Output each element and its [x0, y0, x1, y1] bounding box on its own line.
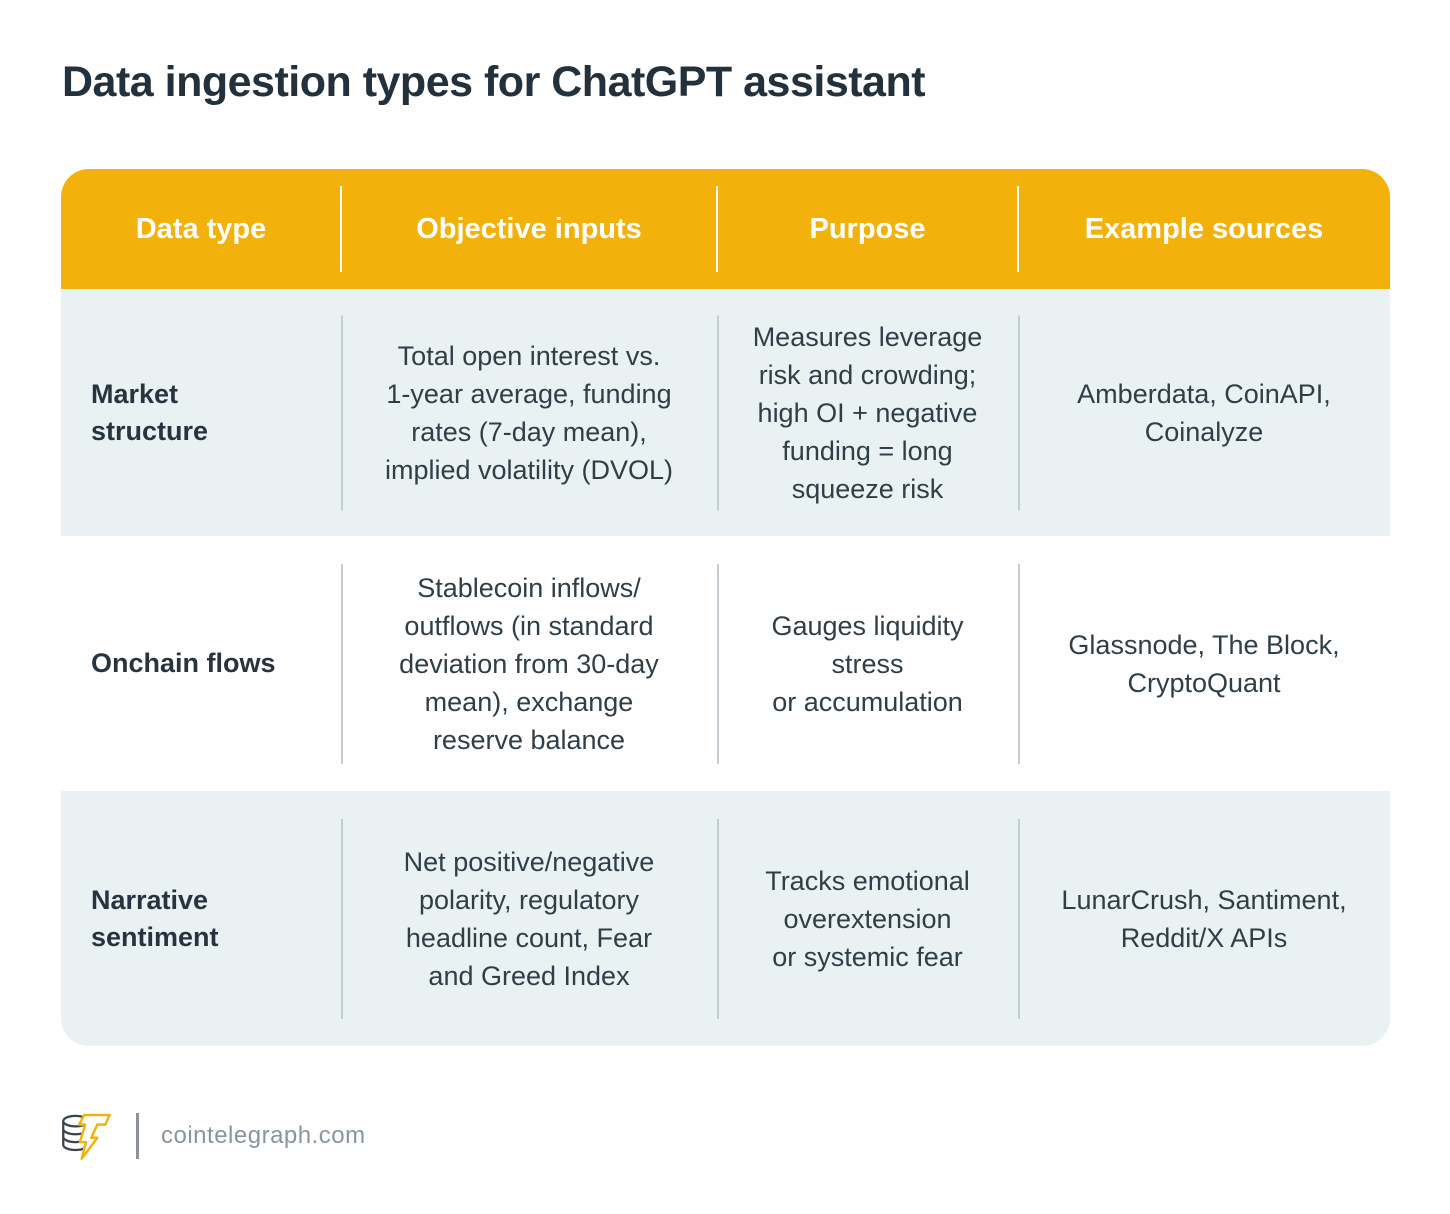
example-sources-cell: Amberdata, CoinAPI, Coinalyze — [1018, 351, 1390, 475]
page-title: Data ingestion types for ChatGPT assista… — [62, 58, 926, 106]
row-label: Onchain flows — [91, 648, 276, 678]
example-sources-cell: LunarCrush, Santiment, Reddit/X APIs — [1018, 857, 1390, 981]
footer: cointelegraph.com — [58, 1108, 1450, 1164]
objective-inputs-cell: Net positive/negative polarity, regulato… — [341, 819, 717, 1019]
column-header-example-sources: Example sources — [1084, 212, 1324, 245]
footer-divider — [136, 1113, 139, 1159]
cointelegraph-logo-icon — [62, 1113, 111, 1160]
row-label: Narrative sentiment — [91, 884, 219, 952]
table-row-onchain-flows: Onchain flows Stablecoin inflows/ outflo… — [61, 536, 1390, 791]
column-header-purpose: Purpose — [717, 185, 1019, 272]
purpose-cell: Tracks emotional overextension or system… — [717, 838, 1018, 1000]
column-header-data-type: Data type — [61, 185, 342, 272]
column-header-objective-inputs: Objective inputs — [341, 185, 718, 272]
objective-inputs-cell: Total open interest vs. 1-year average, … — [341, 313, 717, 513]
objective-inputs-cell: Stablecoin inflows/ outflows (in standar… — [341, 545, 717, 783]
infographic-page: Data ingestion types for ChatGPT assista… — [0, 58, 1450, 1214]
lightning-bolt-icon — [77, 1113, 111, 1160]
table-row-narrative-sentiment: Narrative sentiment Net positive/negativ… — [61, 791, 1390, 1046]
data-ingestion-table: Data type Objective inputs Purpose Examp… — [61, 169, 1390, 1046]
table-row-market-structure: Market structure Total open interest vs.… — [61, 289, 1390, 536]
purpose-cell: Gauges liquidity stress or accumulation — [717, 583, 1018, 745]
row-label: Market structure — [91, 378, 209, 446]
footer-site-label: cointelegraph.com — [161, 1122, 366, 1149]
purpose-cell: Measures leverage risk and crowding; hig… — [717, 294, 1018, 532]
table-header-row: Data type Objective inputs Purpose Examp… — [61, 169, 1390, 289]
example-sources-cell: Glassnode, The Block, CryptoQuant — [1018, 602, 1390, 726]
